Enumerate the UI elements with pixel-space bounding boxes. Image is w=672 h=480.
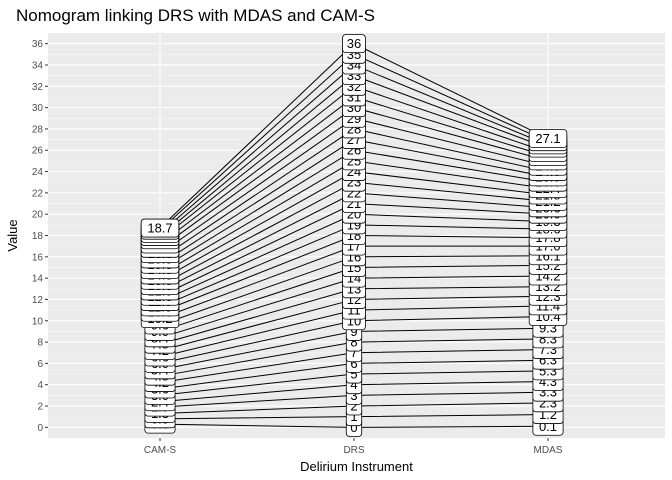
label-box (342, 34, 366, 54)
label-text: 4 (350, 377, 357, 392)
label-text: 27.1 (535, 131, 560, 146)
x-tick-label: DRS (343, 445, 364, 456)
y-tick-label: 8 (37, 338, 43, 349)
label-text: 2 (350, 399, 357, 414)
cams-point-label: 18.7 (140, 218, 180, 238)
y-tick-label: 18 (32, 231, 44, 242)
label-box (528, 129, 568, 148)
label-text: 6 (350, 356, 357, 371)
label-text: 0 (350, 420, 357, 435)
y-tick-label: 6 (37, 359, 43, 370)
y-tick-label: 20 (32, 210, 44, 221)
y-tick-label: 4 (37, 380, 43, 391)
y-tick-label: 34 (32, 60, 44, 71)
y-tick-label: 22 (32, 188, 44, 199)
y-tick-label: 16 (32, 252, 44, 263)
label-text: 18.7 (147, 221, 172, 236)
chart-title: Nomogram linking DRS with MDAS and CAM-S (16, 6, 375, 25)
y-tick-label: 32 (32, 82, 44, 93)
x-tick-label: MDAS (534, 445, 563, 456)
y-tick-label: 12 (32, 295, 44, 306)
y-tick-label: 36 (32, 39, 44, 50)
label-text: 8 (350, 335, 357, 350)
y-tick-label: 24 (32, 167, 44, 178)
x-axis-title: Delirium Instrument (300, 459, 413, 474)
label-text: 7 (350, 345, 357, 360)
label-text: 3 (350, 388, 357, 403)
y-tick-label: 26 (32, 146, 44, 157)
label-text: 9 (350, 324, 357, 339)
label-text: 5 (350, 367, 357, 382)
y-tick-label: 10 (32, 316, 44, 327)
y-tick-label: 14 (32, 274, 44, 285)
y-tick-label: 0 (37, 423, 43, 434)
label-text: 36 (347, 36, 361, 51)
label-box (140, 218, 180, 238)
x-tick-label: CAM-S (144, 445, 177, 456)
y-tick-label: 2 (37, 402, 43, 413)
y-axis-title: Value (5, 219, 20, 251)
mdas-point-label: 27.1 (528, 129, 568, 148)
y-tick-label: 30 (32, 103, 44, 114)
y-tick-label: 28 (32, 124, 44, 135)
drs-point-label: 36 (342, 34, 366, 54)
label-text: 1 (350, 409, 357, 424)
